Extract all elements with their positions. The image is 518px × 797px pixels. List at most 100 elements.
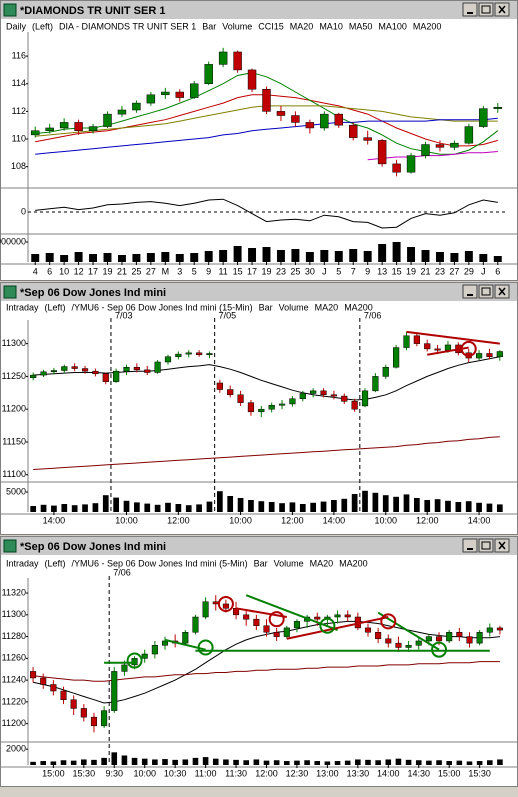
volume-bar bbox=[121, 755, 128, 765]
header-item: CCI15 bbox=[258, 21, 284, 31]
volume-bar bbox=[466, 761, 473, 765]
volume-bar bbox=[212, 758, 219, 765]
annotation-circle bbox=[431, 641, 448, 658]
x-tick-label: 15:00 bbox=[438, 768, 461, 778]
volume-bar bbox=[60, 255, 69, 262]
trendline bbox=[377, 611, 440, 651]
volume-bar bbox=[268, 502, 275, 512]
volume-bar bbox=[310, 502, 317, 512]
x-tick-label: 17 bbox=[88, 266, 98, 276]
candle-body bbox=[273, 631, 280, 637]
minimize-button[interactable] bbox=[462, 284, 478, 299]
candle-body bbox=[144, 369, 151, 373]
annotation-circle bbox=[319, 617, 336, 634]
window-icon bbox=[3, 3, 17, 17]
header-item: /YMU6 - Sep 06 Dow Jones Ind mini (15-Mi… bbox=[72, 302, 253, 312]
x-tick-label: 19 bbox=[261, 266, 271, 276]
candle-body bbox=[405, 645, 412, 648]
candle-body bbox=[111, 671, 118, 711]
x-tick-label: J bbox=[322, 266, 327, 276]
candle-body bbox=[222, 603, 229, 609]
volume-bar bbox=[81, 759, 87, 765]
volume-bar bbox=[82, 504, 88, 512]
y-tick-label: 11150 bbox=[2, 436, 26, 446]
x-tick-label: 25 bbox=[290, 266, 300, 276]
candle-body bbox=[227, 389, 234, 396]
x-tick-label: 10:00 bbox=[133, 768, 156, 778]
candle-body bbox=[59, 122, 69, 129]
candle-body bbox=[310, 390, 317, 394]
candle-body bbox=[283, 627, 290, 637]
title-bar bbox=[1, 537, 517, 555]
volume-bar bbox=[248, 500, 254, 512]
volume-bar bbox=[219, 250, 228, 262]
x-tick-label: 4 bbox=[33, 266, 38, 276]
candle-body bbox=[344, 614, 351, 618]
volume-bar bbox=[45, 253, 54, 262]
maximize-button[interactable] bbox=[478, 284, 494, 299]
y-tick-label: 116 bbox=[12, 50, 26, 60]
volume-bar bbox=[92, 503, 99, 512]
y-tick-label: 2000 bbox=[6, 744, 26, 754]
minimize-button[interactable] bbox=[462, 538, 478, 553]
volume-bar bbox=[486, 503, 493, 512]
candle-body bbox=[314, 616, 321, 620]
candle-body bbox=[192, 616, 199, 633]
volume-bar bbox=[227, 496, 234, 512]
candle-body bbox=[175, 91, 184, 98]
minimize-button[interactable] bbox=[462, 2, 478, 17]
candle-body bbox=[161, 91, 170, 96]
volume-bar bbox=[132, 254, 141, 262]
volume-bar bbox=[289, 502, 296, 512]
maximize-button[interactable] bbox=[478, 2, 494, 17]
x-tick-label: 29 bbox=[464, 266, 474, 276]
x-tick-label: J bbox=[481, 266, 486, 276]
volume-bar bbox=[216, 491, 223, 512]
candle-body bbox=[382, 366, 389, 377]
candle-body bbox=[392, 163, 401, 173]
x-tick-label: 12:00 bbox=[416, 515, 439, 525]
volume-bar bbox=[74, 252, 83, 262]
volume-bar bbox=[273, 760, 280, 765]
legend-entry: MA200 bbox=[344, 302, 373, 312]
volume-bar bbox=[161, 252, 170, 262]
volume-bar bbox=[363, 251, 372, 262]
session-label: 7/05 bbox=[219, 310, 237, 320]
volume-bar bbox=[111, 752, 118, 765]
candle-body bbox=[151, 645, 158, 655]
candle-body bbox=[92, 370, 99, 375]
candle-body bbox=[385, 638, 392, 644]
header-item: (Left) bbox=[45, 558, 66, 568]
volume-bar bbox=[496, 504, 503, 512]
x-tick-label: 12:30 bbox=[286, 768, 309, 778]
maximize-button[interactable] bbox=[478, 538, 494, 553]
y-tick-label: 11300 bbox=[2, 338, 26, 348]
volume-bar bbox=[341, 498, 348, 512]
legend-entry: MA200 bbox=[413, 21, 442, 31]
x-tick-label: 5 bbox=[192, 266, 197, 276]
volume-bar bbox=[263, 760, 270, 765]
candle-body bbox=[74, 122, 83, 131]
volume-bar bbox=[456, 760, 463, 765]
volume-bar bbox=[424, 500, 431, 512]
candle-body bbox=[101, 710, 108, 727]
window-title: *Sep 06 Dow Jones Ind mini bbox=[20, 541, 166, 553]
y-tick-label: 11300 bbox=[2, 609, 26, 619]
candle-body bbox=[30, 374, 37, 378]
volume-bar bbox=[414, 498, 420, 512]
volume-bar bbox=[101, 757, 107, 765]
session-label: 7/03 bbox=[115, 310, 133, 320]
candle-body bbox=[375, 631, 382, 640]
candle-body bbox=[413, 335, 420, 344]
x-tick-label: 11 bbox=[218, 266, 227, 276]
candle-body bbox=[195, 352, 203, 356]
moving-average bbox=[35, 117, 498, 155]
candle-body bbox=[175, 353, 182, 357]
candle-body bbox=[424, 343, 431, 350]
volume-bar bbox=[334, 251, 343, 262]
y-tick-label: 11260 bbox=[2, 653, 26, 663]
volume-bar bbox=[476, 502, 482, 512]
volume-bar bbox=[196, 504, 202, 512]
volume-bar bbox=[175, 254, 184, 262]
candle-body bbox=[496, 627, 503, 631]
